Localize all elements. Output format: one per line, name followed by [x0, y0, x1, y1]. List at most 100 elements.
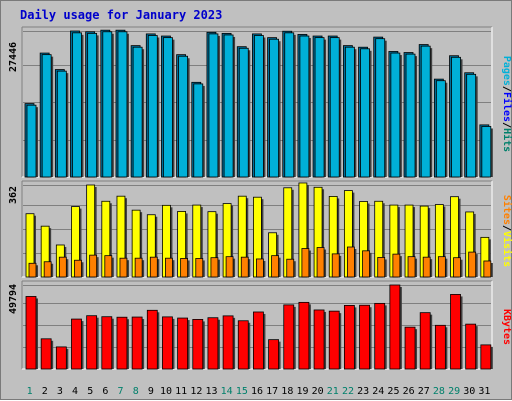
bar-face	[146, 309, 158, 370]
pages-bar	[344, 46, 357, 178]
bar-face	[254, 35, 264, 178]
bar-face	[344, 46, 355, 178]
bar-face	[163, 37, 173, 178]
pages-bar	[375, 38, 387, 178]
bar-face	[450, 294, 461, 370]
kbytes-bar	[268, 339, 281, 370]
bar-face	[453, 257, 461, 278]
bar-face	[72, 32, 82, 178]
sites-bar	[134, 257, 145, 278]
sites-bar	[225, 256, 236, 278]
bar-face	[223, 34, 234, 178]
sites-bar	[240, 256, 251, 278]
pages-bar	[26, 104, 38, 178]
bar-face	[208, 33, 219, 178]
day-label: 11	[175, 386, 187, 397]
bar-face	[149, 256, 158, 278]
day-label: 2	[42, 386, 48, 397]
pages-bar	[329, 37, 342, 178]
bar-face	[177, 317, 189, 370]
pages-bar	[147, 35, 160, 178]
kbytes-bar	[146, 309, 160, 370]
legend-item: /	[501, 86, 512, 92]
bar-face	[240, 256, 249, 278]
kbytes-bar	[480, 344, 493, 370]
bar-face	[314, 37, 325, 178]
pages-bar	[481, 126, 493, 178]
pages-bar	[117, 31, 129, 178]
kbytes-bar	[237, 320, 251, 370]
day-label: 8	[133, 386, 139, 397]
sites-bar	[392, 253, 402, 278]
bar-face	[58, 256, 67, 278]
sites-bar	[468, 251, 478, 278]
pages-bar	[163, 37, 175, 178]
sites-bar	[331, 253, 342, 278]
sites-bar	[407, 256, 418, 278]
sites-bar	[58, 256, 69, 278]
pages-bar	[193, 83, 205, 178]
day-label: 20	[312, 386, 324, 397]
day-label: 29	[448, 386, 460, 397]
sites-bar	[104, 255, 114, 278]
pages-bar	[254, 35, 266, 178]
bar-face	[420, 45, 431, 178]
pages-bar	[466, 73, 478, 178]
day-label: 6	[102, 386, 108, 397]
pages-bar	[405, 53, 418, 178]
bar-face	[483, 260, 492, 278]
sites-bar	[271, 255, 281, 278]
bar-face	[26, 104, 37, 178]
sites-bar	[28, 262, 38, 278]
sites-bar	[180, 258, 190, 278]
bar-face	[56, 70, 67, 178]
bar-face	[346, 246, 355, 278]
kbytes-bar	[404, 326, 418, 370]
bar-face	[147, 35, 158, 178]
legend-kbytes: KBytes	[501, 309, 512, 345]
day-label: 26	[403, 386, 415, 397]
bar-face	[362, 250, 370, 278]
kbytes-bar	[343, 305, 357, 370]
pages-chart: 27446 Pages/Files/Hits	[8, 29, 512, 178]
bar-face	[268, 339, 279, 370]
kbytes-bar	[313, 309, 327, 370]
day-label: 28	[433, 386, 445, 397]
legend-item: Visits	[501, 231, 512, 267]
kbytes-bar	[101, 316, 114, 370]
ymax-label-kbytes: 49794	[8, 284, 19, 314]
bar-face	[74, 259, 82, 278]
sites-bar	[149, 256, 160, 278]
sites-bar	[316, 247, 327, 278]
kbytes-bar	[283, 304, 296, 370]
bar-face	[102, 31, 113, 178]
bar-face	[193, 83, 204, 178]
day-label: 17	[266, 386, 278, 397]
legend-pages: Pages/Files/Hits	[501, 56, 512, 152]
day-label: 10	[160, 386, 172, 397]
bar-face	[328, 310, 340, 370]
day-label: 12	[190, 386, 202, 397]
bar-face	[225, 256, 234, 278]
bar-face	[89, 254, 98, 278]
bar-face	[284, 32, 295, 178]
bar-face	[222, 315, 234, 370]
sites-bar	[165, 257, 175, 278]
bar-face	[480, 344, 492, 370]
day-label: 7	[118, 386, 124, 397]
bar-face	[28, 262, 37, 278]
pages-bar	[238, 47, 251, 178]
sites-bar	[362, 250, 372, 278]
kbytes-bar	[450, 294, 463, 370]
bar-face	[377, 257, 386, 278]
bar-face	[405, 53, 416, 178]
sites-bar	[301, 248, 311, 278]
bar-face	[256, 258, 264, 278]
kbytes-bar	[434, 324, 448, 370]
kbytes-bar	[40, 338, 54, 370]
day-label: 9	[148, 386, 154, 397]
day-label: 14	[221, 386, 233, 397]
day-label: 23	[357, 386, 369, 397]
kbytes-bar	[25, 296, 38, 370]
